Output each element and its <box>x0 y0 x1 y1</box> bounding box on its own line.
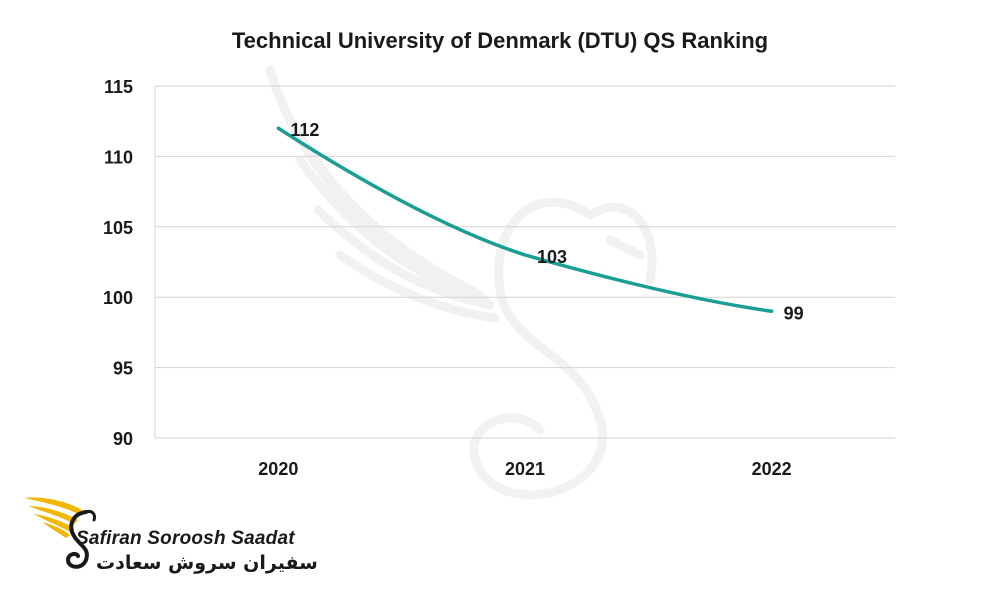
golden-wing-swan-icon <box>24 497 96 569</box>
data-label: 103 <box>537 247 567 267</box>
series-line <box>276 126 774 314</box>
data-label: 99 <box>784 303 804 323</box>
chart-title: Technical University of Denmark (DTU) QS… <box>231 28 769 53</box>
x-tick-label: 2021 <box>505 459 545 479</box>
y-tick-label: 95 <box>113 359 133 379</box>
swan-wing-icon <box>265 65 657 500</box>
y-tick-label: 110 <box>104 147 133 167</box>
x-tick-label: 2022 <box>752 459 792 479</box>
y-tick-label: 115 <box>104 77 133 97</box>
data-label: 112 <box>290 120 319 140</box>
logo-text-fa: سفیران سروش سعادت <box>96 552 318 574</box>
y-tick-label: 90 <box>113 429 133 449</box>
y-tick-label: 100 <box>103 288 133 308</box>
x-tick-label: 2020 <box>258 459 298 479</box>
y-tick-label: 105 <box>103 218 133 238</box>
logo-text-en: Safiran Soroosh Saadat <box>76 528 295 549</box>
